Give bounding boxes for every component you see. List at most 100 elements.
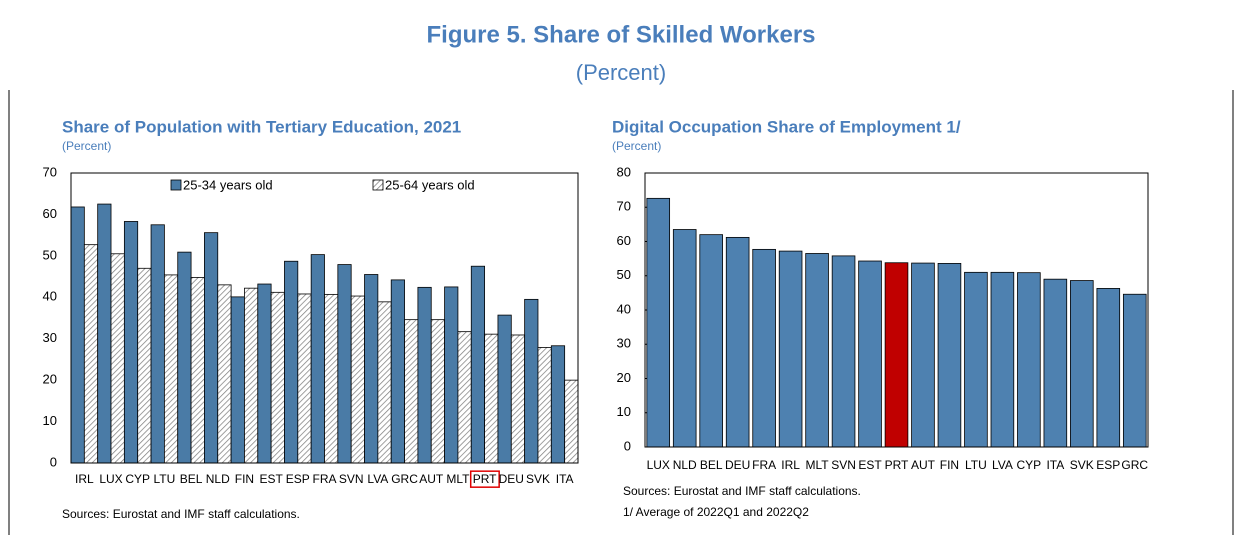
x-tick-label: ESP: [1096, 458, 1120, 472]
bar: [230, 296, 245, 464]
sources-note: Sources: Eurostat and IMF staff calculat…: [62, 507, 300, 521]
bar: [270, 291, 285, 464]
bar: [484, 333, 499, 464]
figure-subtitle: (Percent): [576, 60, 666, 85]
x-tick-label: AUT: [911, 458, 936, 472]
x-tick-label: LTU: [154, 472, 176, 486]
bar: [244, 287, 259, 464]
bar: [1043, 278, 1068, 448]
bar: [1122, 293, 1147, 448]
x-tick-label: FRA: [752, 458, 776, 472]
bar: [297, 293, 312, 464]
x-tick-label: CYP: [1017, 458, 1042, 472]
y-tick-label: 10: [617, 404, 631, 419]
bar: [163, 274, 179, 464]
x-tick-label: FIN: [940, 458, 959, 472]
bar: [858, 260, 882, 448]
bar: [699, 234, 723, 448]
bar: [884, 262, 909, 448]
y-tick-label: 30: [617, 336, 631, 351]
x-tick-label: DEU: [725, 458, 750, 472]
bar: [470, 265, 486, 464]
sources-note: Sources: Eurostat and IMF staff calculat…: [623, 484, 861, 498]
y-tick-label: 0: [50, 454, 57, 469]
y-tick-label: 60: [43, 206, 57, 221]
x-tick-label: DEU: [499, 472, 524, 486]
figure-title: Figure 5. Share of Skilled Workers: [426, 21, 815, 48]
bar: [337, 264, 352, 464]
x-tick-label: ESP: [286, 472, 310, 486]
y-tick-label: 0: [624, 438, 631, 453]
bar: [404, 319, 419, 464]
bar: [1017, 272, 1041, 448]
x-tick-label: FRA: [313, 472, 337, 486]
y-tick-label: 40: [617, 301, 631, 316]
bar: [752, 248, 776, 448]
bar: [204, 232, 219, 464]
bar: [364, 274, 379, 464]
bar: [937, 263, 962, 448]
x-tick-label: LUX: [99, 472, 122, 486]
y-tick-label: 70: [43, 164, 57, 179]
bar: [257, 283, 272, 464]
plot-frame: [70, 172, 579, 464]
x-tick-label: LTU: [965, 458, 987, 472]
bar: [390, 279, 405, 464]
legend-swatch: [170, 179, 182, 191]
x-tick-label: BEL: [700, 458, 723, 472]
bar: [510, 334, 526, 464]
bar: [646, 197, 671, 448]
bar: [778, 250, 803, 448]
y-tick-label: 20: [43, 372, 57, 387]
bar: [110, 253, 125, 464]
bar: [123, 221, 139, 464]
x-tick-label: NLD: [206, 472, 230, 486]
y-tick-label: 60: [617, 233, 631, 248]
bar: [524, 298, 539, 464]
bar: [444, 286, 459, 464]
bar: [550, 345, 566, 464]
bar: [1096, 288, 1121, 448]
bar: [990, 271, 1015, 448]
bar: [83, 244, 99, 464]
chart-title: Share of Population with Tertiary Educat…: [62, 117, 461, 136]
bar: [564, 379, 579, 464]
bar: [190, 276, 205, 464]
bar: [177, 251, 192, 464]
bar: [725, 236, 750, 448]
x-tick-label: BEL: [180, 472, 203, 486]
x-tick-label: IRL: [781, 458, 800, 472]
bar: [217, 284, 232, 464]
x-tick-label: FIN: [235, 472, 254, 486]
legend-label: 25-64 years old: [385, 177, 475, 192]
y-tick-label: 80: [617, 164, 631, 179]
y-tick-label: 30: [43, 330, 57, 345]
bar: [911, 262, 935, 448]
x-tick-label: GRC: [1121, 458, 1148, 472]
bar: [430, 319, 445, 464]
x-tick-label: SVK: [1070, 458, 1094, 472]
bar: [97, 203, 112, 464]
x-tick-label: PRT: [885, 458, 909, 472]
bar: [497, 314, 512, 464]
x-tick-label: SVN: [831, 458, 856, 472]
y-tick-label: 40: [43, 289, 57, 304]
x-tick-label: ITA: [1046, 458, 1064, 472]
x-tick-label: EST: [858, 458, 882, 472]
bar: [831, 255, 856, 448]
bar: [457, 331, 472, 464]
x-tick-label: NLD: [673, 458, 697, 472]
bar: [310, 254, 325, 464]
legend-label: 25-34 years old: [183, 177, 273, 192]
y-tick-label: 50: [617, 267, 631, 282]
bar: [672, 229, 697, 448]
bar: [350, 295, 365, 464]
x-tick-label: LVA: [367, 472, 388, 486]
bar: [70, 206, 85, 464]
bar: [324, 293, 339, 464]
legend-swatch: [372, 179, 384, 191]
x-tick-label: LVA: [992, 458, 1013, 472]
x-tick-label: MLT: [446, 472, 470, 486]
bar: [964, 271, 988, 448]
